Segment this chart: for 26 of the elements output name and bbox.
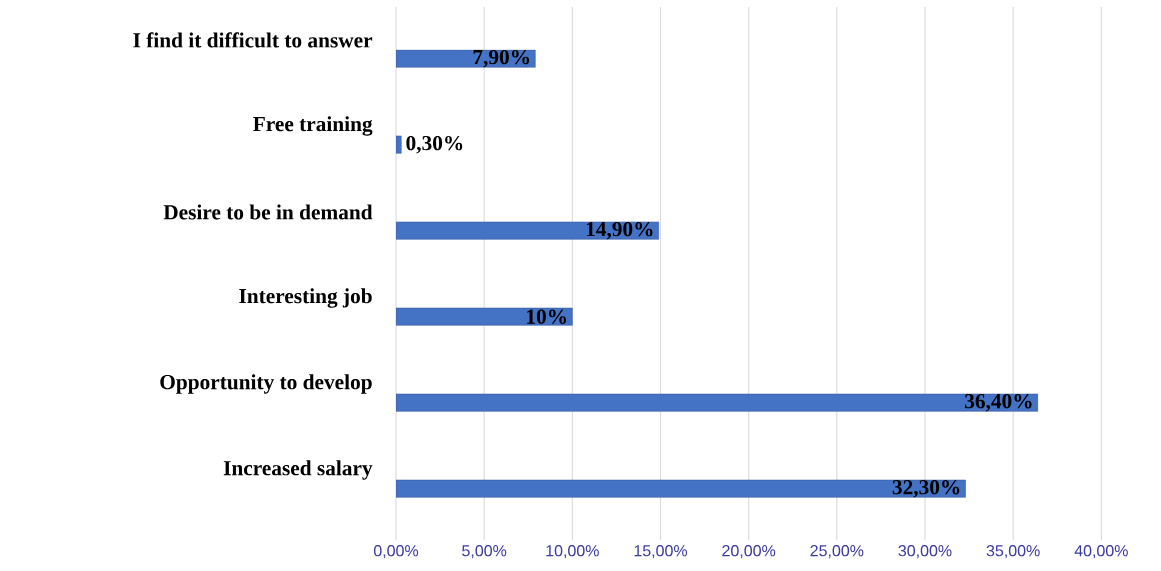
data-label: 36,40% — [965, 393, 1032, 412]
bar — [396, 135, 402, 154]
x-tick-label: 5,00% — [462, 545, 507, 559]
bar — [396, 221, 660, 240]
x-tick-label: 0,00% — [373, 545, 419, 559]
data-label: 10% — [527, 309, 567, 324]
x-tick-label: 20,00% — [722, 545, 776, 559]
y-tick-label: Interesting job — [239, 288, 372, 308]
x-tick-label: 35,00% — [986, 545, 1040, 559]
x-tick-label: 10,00% — [546, 545, 599, 559]
x-tick-label: 30,00% — [898, 545, 952, 559]
y-tick-label: Opportunity to develop — [160, 374, 372, 394]
x-tick-label: 40,00% — [1074, 545, 1128, 559]
data-label: 32,30% — [892, 479, 960, 498]
data-label: 14,90% — [586, 221, 653, 240]
y-tick-label: I find it difficult to answer — [133, 32, 373, 48]
y-tick-label: Increased salary — [223, 460, 373, 480]
data-label: 0,30% — [406, 135, 463, 154]
y-tick-label: Free training — [253, 116, 373, 136]
data-label: 7,90% — [473, 49, 530, 68]
bar — [396, 307, 573, 326]
x-tick-label: 15,00% — [634, 545, 688, 559]
bar — [396, 479, 966, 498]
x-tick-label: 25,00% — [810, 545, 864, 559]
y-tick-label: Desire to be in demand — [163, 204, 373, 220]
bar — [396, 393, 1039, 412]
